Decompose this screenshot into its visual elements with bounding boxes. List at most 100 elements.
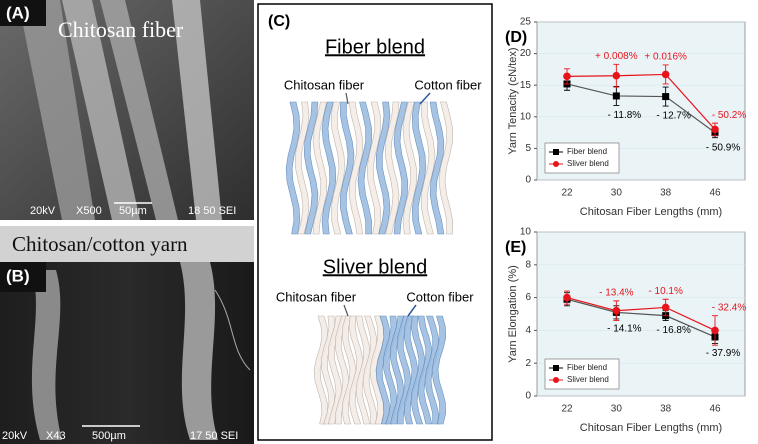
fiber-ribbon <box>431 315 447 425</box>
annotation: - 12.7% <box>656 111 691 122</box>
x-tick-label: 30 <box>611 404 623 415</box>
x-tick-label: 22 <box>561 404 573 415</box>
caption: Chitosan fiber <box>58 17 184 42</box>
caption-band <box>0 226 254 262</box>
annotation: - 32.4% <box>712 302 747 313</box>
annotation: - 50.2% <box>712 110 747 121</box>
marker <box>661 70 670 79</box>
y-axis-title: Yarn Elongation (%) <box>507 265 519 363</box>
fiber-ribbon <box>303 101 319 235</box>
panel-c: (C) Fiber blend Chitosan fiber Cotton fi… <box>257 3 493 441</box>
y-tick-label: 6 <box>525 292 531 303</box>
marker <box>612 306 621 315</box>
y-tick-label: 25 <box>520 17 532 28</box>
caption: Chitosan/cotton yarn <box>12 232 188 256</box>
marker <box>711 326 719 335</box>
label-bg <box>0 262 46 292</box>
fiber <box>62 0 140 220</box>
fiber <box>18 0 95 220</box>
panel-a: (A) Chitosan fiber 20kV X500 50µm 18 50 … <box>0 0 254 220</box>
arrow <box>343 304 349 317</box>
fiber-ribbon <box>375 101 391 235</box>
fiber-ribbon <box>341 315 357 425</box>
series-line <box>566 297 716 331</box>
legend-marker <box>553 161 559 167</box>
x-axis-title: Chitosan Fiber Lengths (mm) <box>580 422 722 434</box>
x-tick-label: 22 <box>561 188 573 199</box>
annotation: - 11.8% <box>607 110 641 121</box>
annotation: + 0.016% <box>644 52 687 63</box>
y-tick-label: 8 <box>525 259 531 270</box>
arrow <box>407 304 417 317</box>
x-tick-label: 46 <box>709 188 721 199</box>
y-tick-label: 2 <box>525 358 531 369</box>
series-line <box>566 298 716 338</box>
annotation: + 0.008% <box>595 51 638 62</box>
fiber-ribbon <box>384 101 400 235</box>
annotation: - 14.1% <box>607 324 642 335</box>
series-line <box>566 73 716 130</box>
marker <box>661 303 670 312</box>
stray-fiber <box>214 289 251 371</box>
panel-label: (E) <box>505 239 526 256</box>
y-tick-label: 0 <box>525 391 531 402</box>
annotation: - 16.8% <box>656 325 691 336</box>
sem-info: 50µm <box>119 205 147 217</box>
fiber-label: Cotton fiber <box>414 77 482 92</box>
marker <box>612 92 620 100</box>
marker <box>711 125 719 134</box>
fiber-ribbon <box>355 315 371 425</box>
sem-info: 20kV <box>30 205 56 217</box>
fiber-ribbon <box>410 315 426 425</box>
marker <box>563 293 571 302</box>
marker <box>662 93 670 101</box>
fiber-ribbon <box>411 101 427 235</box>
panel-b: (B) Chitosan/cotton yarn 20kV X43 500µm … <box>0 226 254 444</box>
fiber-ribbon <box>357 101 372 235</box>
arrow <box>345 92 349 105</box>
arrow <box>419 92 431 105</box>
fiber-ribbon <box>348 101 364 235</box>
y-axis-title: Yarn Tenacity (cN/tex) <box>507 47 519 154</box>
sem-info: X500 <box>76 205 102 217</box>
panel-label: (D) <box>505 29 527 46</box>
annotation: - 50.9% <box>706 142 741 153</box>
x-tick-label: 38 <box>660 404 672 415</box>
sem-info: 500µm <box>92 430 126 442</box>
sem-info: 20kV <box>2 430 28 442</box>
fiber-ribbon <box>429 101 445 235</box>
fiber-ribbon <box>330 101 346 235</box>
y-tick-label: 20 <box>520 48 532 59</box>
annotation: - 13.4% <box>599 288 634 299</box>
fiber-label: Chitosan fiber <box>284 77 365 92</box>
y-tick-label: 10 <box>520 111 532 122</box>
fiber-ribbon <box>402 101 418 235</box>
x-axis-title: Chitosan Fiber Lengths (mm) <box>580 206 722 218</box>
fiber-ribbon <box>438 101 454 235</box>
yarn <box>31 270 62 440</box>
legend-label: Fiber blend <box>567 147 607 156</box>
fiber-ribbon <box>420 101 436 235</box>
y-tick-label: 15 <box>520 80 532 91</box>
legend-marker <box>553 377 559 383</box>
x-tick-label: 46 <box>709 404 721 415</box>
fiber <box>100 0 178 220</box>
legend-marker <box>553 365 559 371</box>
fiber-label: Chitosan fiber <box>276 289 357 304</box>
fiber-ribbon <box>294 101 310 235</box>
fiber-ribbon <box>403 315 419 425</box>
fiber <box>172 0 222 220</box>
legend-box <box>544 358 620 390</box>
annotation: - 37.9% <box>706 348 741 359</box>
series-line <box>566 83 716 134</box>
legend-marker <box>553 149 559 155</box>
y-tick-label: 4 <box>525 325 531 336</box>
panel-label: (A) <box>6 3 30 22</box>
legend-label: Fiber blend <box>567 363 607 372</box>
x-tick-label: 30 <box>611 188 623 199</box>
marker <box>563 72 571 81</box>
section-title: Fiber blend <box>325 36 425 58</box>
y-tick-label: 10 <box>520 227 532 238</box>
y-tick-label: 5 <box>525 143 531 154</box>
